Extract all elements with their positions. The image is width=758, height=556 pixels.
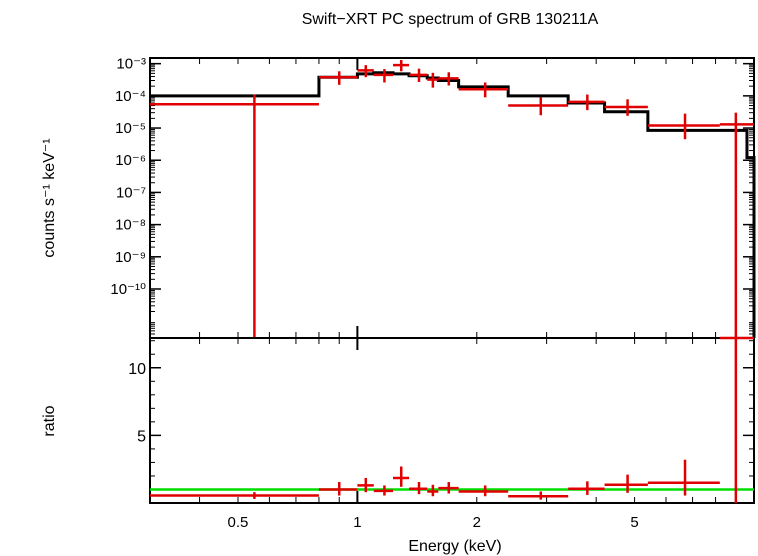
ratio-data-points	[150, 336, 754, 503]
data-point	[568, 481, 605, 495]
data-point	[458, 485, 509, 497]
ratio-tick-label: 10	[128, 361, 146, 378]
data-point	[427, 484, 439, 497]
ratio-y-ticks: 5 10	[128, 340, 754, 490]
data-point	[719, 112, 754, 338]
y-tick-label: 10⁻⁹	[115, 249, 146, 266]
spectrum-panel: 10⁻³ 10⁻⁴ 10⁻⁵ 10⁻⁶ 10⁻⁷ 10⁻⁸ 10⁻⁹ 10⁻¹⁰	[110, 56, 756, 339]
y-tick-label: 10⁻⁷	[116, 184, 146, 201]
data-point	[647, 113, 720, 140]
model-step-line	[150, 71, 756, 338]
data-point	[409, 68, 428, 82]
spectrum-panel-frame	[149, 57, 755, 339]
ratio-panel: 5 10 0.5 1 2 5	[128, 336, 755, 531]
data-point	[438, 482, 459, 494]
data-point	[427, 72, 439, 88]
data-point	[438, 72, 459, 86]
ratio-tick-label: 5	[137, 428, 146, 445]
data-point	[568, 94, 605, 111]
data-point	[150, 492, 319, 499]
data-point	[604, 99, 648, 116]
chart-title: Swift−XRT PC spectrum of GRB 130211A	[302, 11, 599, 28]
x-tick-label: 2	[473, 514, 481, 531]
data-point	[508, 97, 569, 116]
x-tick-label: 0.5	[228, 514, 249, 531]
bottom-panel-y-axis-label: ratio	[41, 405, 58, 436]
data-point	[318, 71, 358, 85]
data-point	[318, 482, 358, 496]
data-point	[373, 485, 394, 496]
data-point	[647, 459, 720, 496]
ratio-panel-frame	[149, 337, 755, 504]
x-tick-label: 1	[353, 514, 361, 531]
model-histogram	[150, 71, 756, 338]
data-point	[373, 69, 394, 83]
top-panel-y-axis-label: counts s⁻¹ keV⁻¹	[41, 138, 58, 257]
y-tick-label: 10⁻¹⁰	[110, 281, 146, 298]
x-tick-label: 5	[630, 514, 638, 531]
data-point	[393, 60, 410, 72]
data-point	[458, 82, 509, 98]
data-point	[150, 94, 319, 338]
data-point	[409, 482, 428, 495]
y-tick-label: 10⁻⁴	[115, 88, 146, 105]
data-point	[719, 336, 754, 503]
y-tick-label: 10⁻⁶	[115, 152, 146, 169]
data-point	[357, 477, 374, 493]
spectrum-data-points	[150, 60, 754, 338]
y-tick-label: 10⁻⁸	[115, 217, 146, 234]
data-point	[393, 466, 410, 487]
y-tick-label: 10⁻⁵	[115, 120, 146, 137]
data-point	[357, 65, 374, 78]
spectrum-y-ticks: 10⁻³ 10⁻⁴ 10⁻⁵ 10⁻⁶ 10⁻⁷ 10⁻⁸ 10⁻⁹ 10⁻¹⁰	[110, 56, 754, 339]
data-point	[508, 491, 569, 500]
x-axis-label: Energy (keV)	[408, 538, 501, 555]
y-tick-label: 10⁻³	[116, 56, 146, 73]
data-point	[604, 474, 648, 493]
spectrum-x-ticks	[149, 58, 755, 338]
ratio-x-ticks: 0.5 1 2 5	[149, 338, 755, 531]
